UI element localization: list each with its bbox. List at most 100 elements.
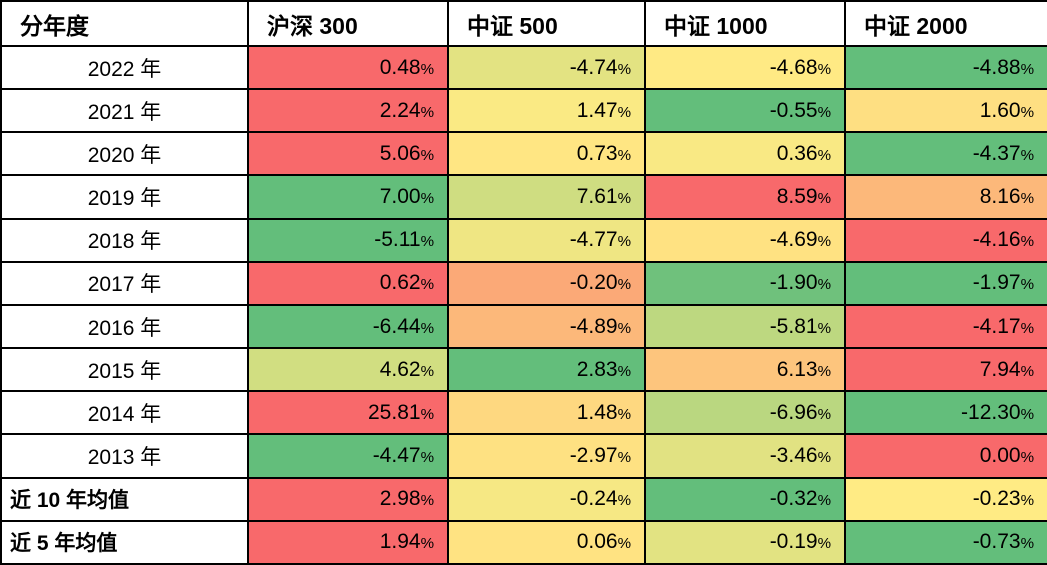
- value-cell: 2.24%: [247, 88, 449, 134]
- value-cell: -0.20%: [447, 260, 646, 306]
- percent-sign: %: [1020, 60, 1034, 78]
- percent-sign: %: [420, 405, 434, 423]
- percent-sign: %: [1020, 233, 1034, 251]
- value-cell: 5.06%: [247, 131, 449, 177]
- value-cell: 1.94%: [247, 519, 449, 565]
- value-cell: 0.48%: [247, 44, 449, 91]
- value-cell: -5.11%: [247, 217, 449, 263]
- value-cell: -6.44%: [247, 303, 449, 350]
- value-cell: 6.13%: [644, 347, 846, 393]
- value-cell: -4.37%: [844, 131, 1047, 177]
- value-cell: -1.97%: [844, 260, 1047, 306]
- value-cell: -4.77%: [447, 217, 646, 263]
- column-header-year: 分年度: [0, 0, 249, 47]
- percent-sign: %: [817, 233, 831, 251]
- row-label: 2013 年: [0, 433, 249, 479]
- value-cell: -0.24%: [447, 476, 646, 522]
- percent-sign: %: [617, 405, 631, 423]
- row-label: 2016 年: [0, 303, 249, 350]
- value-cell: 25.81%: [247, 390, 449, 436]
- percent-sign: %: [817, 60, 831, 78]
- value-cell: -5.81%: [644, 303, 846, 350]
- percent-sign: %: [617, 233, 631, 251]
- percent-sign: %: [817, 103, 831, 121]
- percent-sign: %: [617, 190, 631, 208]
- table-row: 近 10 年均值 2.98% -0.24% -0.32% -0.23%: [0, 476, 1047, 522]
- percent-sign: %: [420, 535, 434, 553]
- column-header-csi2000: 中证 2000: [844, 0, 1047, 47]
- percent-sign: %: [1020, 276, 1034, 294]
- row-label: 2021 年: [0, 88, 249, 134]
- table-row: 2022 年 0.48% -4.74% -4.68% -4.88%: [0, 44, 1047, 91]
- percent-sign: %: [617, 319, 631, 337]
- value-cell: 0.73%: [447, 131, 646, 177]
- percent-sign: %: [1020, 146, 1034, 164]
- percent-sign: %: [420, 448, 434, 466]
- table-row: 2018 年 -5.11% -4.77% -4.69% -4.16%: [0, 217, 1047, 263]
- percent-sign: %: [617, 146, 631, 164]
- row-label: 2014 年: [0, 390, 249, 436]
- table-row: 近 5 年均值 1.94% 0.06% -0.19% -0.73%: [0, 519, 1047, 565]
- table-row: 2017 年 0.62% -0.20% -1.90% -1.97%: [0, 260, 1047, 306]
- percent-sign: %: [1020, 190, 1034, 208]
- percent-sign: %: [420, 362, 434, 380]
- table-row: 2015 年 4.62% 2.83% 6.13% 7.94%: [0, 347, 1047, 393]
- percent-sign: %: [420, 492, 434, 510]
- percent-sign: %: [420, 60, 434, 78]
- percent-sign: %: [817, 146, 831, 164]
- value-cell: 0.00%: [844, 433, 1047, 479]
- value-cell: 2.98%: [247, 476, 449, 522]
- percent-sign: %: [617, 276, 631, 294]
- percent-sign: %: [420, 190, 434, 208]
- value-cell: -4.89%: [447, 303, 646, 350]
- percent-sign: %: [617, 535, 631, 553]
- row-label: 2018 年: [0, 217, 249, 263]
- value-cell: 1.48%: [447, 390, 646, 436]
- row-label: 2017 年: [0, 260, 249, 306]
- percent-sign: %: [817, 535, 831, 553]
- percent-sign: %: [1020, 492, 1034, 510]
- percent-sign: %: [1020, 103, 1034, 121]
- percent-sign: %: [420, 103, 434, 121]
- percent-sign: %: [817, 190, 831, 208]
- table-row: 2013 年 -4.47% -2.97% -3.46% 0.00%: [0, 433, 1047, 479]
- percent-sign: %: [1020, 319, 1034, 337]
- value-cell: -4.88%: [844, 44, 1047, 91]
- value-cell: -0.55%: [644, 88, 846, 134]
- value-cell: 7.61%: [447, 174, 646, 220]
- percent-sign: %: [1020, 405, 1034, 423]
- percent-sign: %: [1020, 448, 1034, 466]
- value-cell: -0.23%: [844, 476, 1047, 522]
- row-label: 2020 年: [0, 131, 249, 177]
- percent-sign: %: [420, 146, 434, 164]
- value-cell: -0.32%: [644, 476, 846, 522]
- value-cell: -4.74%: [447, 44, 646, 91]
- value-cell: 7.94%: [844, 347, 1047, 393]
- percent-sign: %: [817, 492, 831, 510]
- value-cell: -1.90%: [644, 260, 846, 306]
- percent-sign: %: [420, 233, 434, 251]
- percent-sign: %: [1020, 362, 1034, 380]
- percent-sign: %: [420, 276, 434, 294]
- value-cell: -0.73%: [844, 519, 1047, 565]
- value-cell: 2.83%: [447, 347, 646, 393]
- value-cell: -0.19%: [644, 519, 846, 565]
- percent-sign: %: [617, 60, 631, 78]
- value-cell: 0.36%: [644, 131, 846, 177]
- value-cell: 7.00%: [247, 174, 449, 220]
- row-label: 近 5 年均值: [0, 519, 249, 565]
- percent-sign: %: [817, 448, 831, 466]
- column-header-csi300: 沪深 300: [247, 0, 449, 47]
- value-cell: -2.97%: [447, 433, 646, 479]
- row-label: 2015 年: [0, 347, 249, 393]
- row-label: 近 10 年均值: [0, 476, 249, 522]
- row-label: 2022 年: [0, 44, 249, 91]
- column-header-csi1000: 中证 1000: [644, 0, 846, 47]
- percent-sign: %: [617, 492, 631, 510]
- percent-sign: %: [817, 405, 831, 423]
- value-cell: 0.62%: [247, 260, 449, 306]
- percent-sign: %: [617, 448, 631, 466]
- percent-sign: %: [817, 362, 831, 380]
- table-body: 2022 年 0.48% -4.74% -4.68% -4.88% 2021 年…: [0, 44, 1047, 565]
